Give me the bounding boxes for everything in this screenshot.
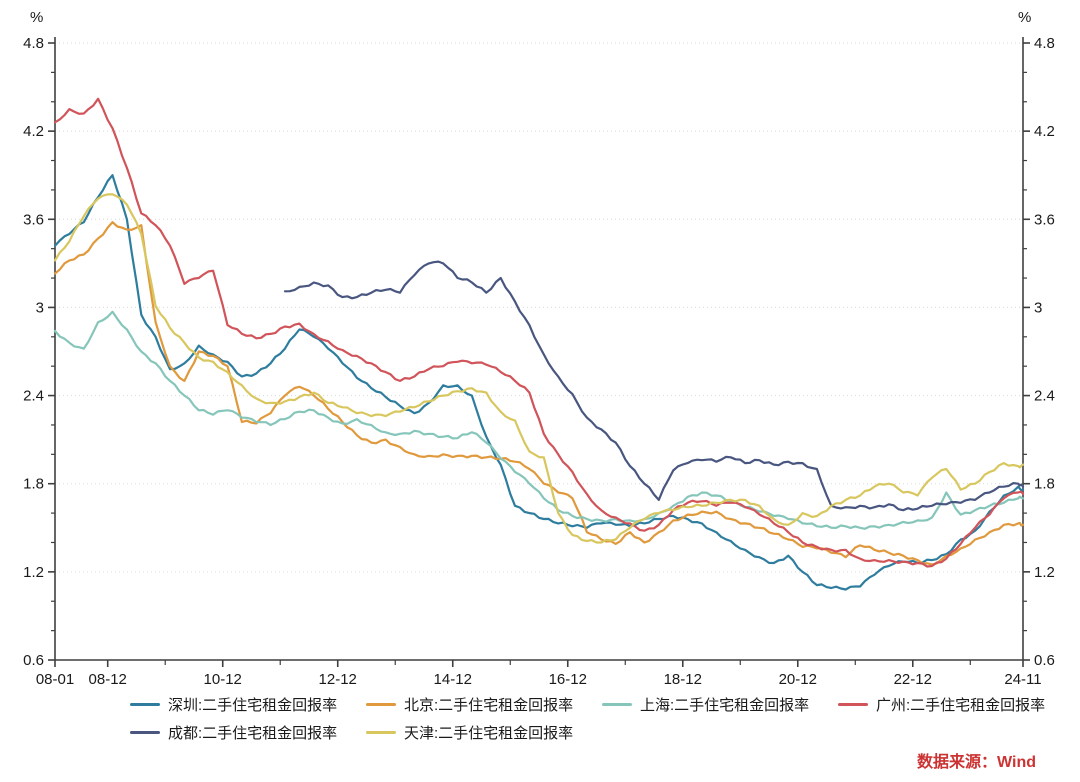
y-tick-label-left: 1.8 (23, 476, 44, 493)
y-tick-label-left: 4.8 (23, 35, 44, 52)
rental-yield-line-chart: 0.6 0.6 1.2 1.2 1.8 1.8 2.4 2.4 3 3 3.6 3.6 4.2 4.2 4.… (23, 9, 1055, 688)
y-tick-label-right: 2.4 (1034, 388, 1055, 405)
x-tick-label: 08-01 (36, 671, 74, 688)
x-tick-label: 14-12 (434, 671, 472, 688)
y-tick-label-right: 4.8 (1034, 35, 1055, 52)
y-tick-label-right: 1.2 (1034, 564, 1055, 581)
legend-label: 上海:二手住宅租金回报率 (640, 697, 810, 714)
y-tick-label-right: 1.8 (1034, 476, 1055, 493)
legend-line-swatch (130, 731, 160, 734)
x-tick-label: 22-12 (894, 671, 932, 688)
legend-line-swatch (838, 703, 868, 706)
legend-item: 深圳:二手住宅租金回报率 (130, 694, 366, 715)
series-line-2 (53, 310, 1025, 530)
legend-label: 深圳:二手住宅租金回报率 (168, 697, 338, 714)
x-tick-label: 18-12 (664, 671, 702, 688)
y-tick-label-left: 0.6 (23, 652, 44, 669)
x-tick-label: 10-12 (204, 671, 242, 688)
series-line-5 (53, 193, 1025, 544)
x-tick-label: 20-12 (779, 671, 817, 688)
legend-item: 成都:二手住宅租金回报率 (130, 722, 366, 743)
x-tick-label: 12-12 (319, 671, 357, 688)
legend-item: 广州:二手住宅租金回报率 (838, 694, 1070, 715)
legend-item: 天津:二手住宅租金回报率 (366, 722, 602, 743)
y-tick-label-left: 3.6 (23, 211, 44, 228)
series-line-1 (53, 221, 1025, 566)
legend-label: 成都:二手住宅租金回报率 (168, 725, 338, 742)
legend-label: 北京:二手住宅租金回报率 (404, 697, 574, 714)
legend-line-swatch (602, 703, 632, 706)
y-tick-label-left: 1.2 (23, 564, 44, 581)
legend-item: 上海:二手住宅租金回报率 (602, 694, 838, 715)
data-source-note: 数据来源：Wind (917, 754, 1036, 771)
x-tick-label: 08-12 (89, 671, 127, 688)
y-axis-unit-left: % (30, 9, 43, 26)
legend-label: 天津:二手住宅租金回报率 (404, 725, 574, 742)
x-tick-label: 16-12 (549, 671, 587, 688)
y-axis-unit-right: % (1018, 9, 1031, 26)
y-tick-label-right: 3 (1034, 299, 1042, 316)
legend-line-swatch (366, 731, 396, 734)
y-tick-label-left: 2.4 (23, 388, 44, 405)
y-tick-label-right: 3.6 (1034, 211, 1055, 228)
series-line-4 (283, 260, 1025, 512)
y-tick-label-right: 4.2 (1034, 123, 1055, 140)
legend-label: 广州:二手住宅租金回报率 (876, 697, 1046, 714)
series-line-3 (53, 97, 1025, 568)
legend-line-swatch (130, 703, 160, 706)
y-tick-label-left: 3 (36, 299, 44, 316)
y-tick-label-right: 0.6 (1034, 652, 1055, 669)
x-tick-label: 24-11 (1004, 671, 1041, 688)
y-tick-label-left: 4.2 (23, 123, 44, 140)
legend-line-swatch (366, 703, 396, 706)
chart-legend: 深圳:二手住宅租金回报率 北京:二手住宅租金回报率 上海:二手住宅租金回报率 广州:二… (130, 694, 1070, 743)
legend-item: 北京:二手住宅租金回报率 (366, 694, 602, 715)
